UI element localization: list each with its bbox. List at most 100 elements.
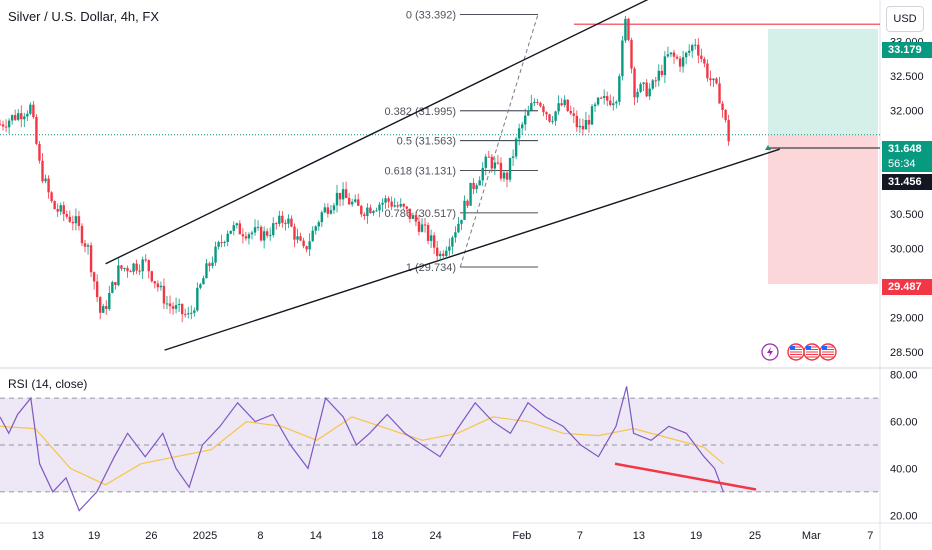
candle-body xyxy=(530,103,533,111)
candle-body xyxy=(411,215,415,219)
candle-body xyxy=(660,70,664,75)
candle-body xyxy=(439,253,442,257)
candle-body xyxy=(378,204,381,211)
candle-body xyxy=(205,263,208,279)
candle-body xyxy=(390,201,393,207)
candle-body xyxy=(694,44,697,46)
candle-body xyxy=(226,233,229,242)
candle-body xyxy=(156,283,160,288)
lightning-icon xyxy=(761,343,779,361)
candle-body xyxy=(68,216,72,222)
candle-body xyxy=(17,113,20,120)
candle-body xyxy=(363,214,366,216)
price-tick-label: 28.500 xyxy=(890,347,924,359)
rsi-tick-label: 60.00 xyxy=(890,417,918,429)
candle-body xyxy=(463,200,466,220)
candle-body xyxy=(478,180,481,186)
candle-body xyxy=(53,201,56,210)
candle-body xyxy=(281,215,284,223)
candle-body xyxy=(587,120,591,125)
candle-body xyxy=(1,124,5,127)
candle-body xyxy=(554,111,557,121)
candle-body xyxy=(168,303,172,307)
candle-body xyxy=(612,103,615,106)
fib-level-label: 0.618 (31.131) xyxy=(384,166,456,178)
time-tick-label: 14 xyxy=(310,530,322,542)
candle-body xyxy=(165,303,169,305)
candle-body xyxy=(235,223,239,226)
time-tick-label: Mar xyxy=(802,530,821,542)
candle-body xyxy=(408,208,412,219)
chart-title: Silver / U.S. Dollar, 4h, FX xyxy=(8,9,159,24)
candle-body xyxy=(272,223,275,236)
candle-body xyxy=(92,272,96,282)
candle-body xyxy=(80,225,84,244)
candle-body xyxy=(211,262,214,266)
candle-body xyxy=(496,162,500,164)
candle-body xyxy=(132,263,135,272)
candle-body xyxy=(220,242,223,244)
candle-body xyxy=(284,222,287,224)
candle-body xyxy=(581,125,585,130)
candle-body xyxy=(138,270,141,272)
time-tick-label: 25 xyxy=(749,530,761,542)
candle-body xyxy=(517,128,521,139)
divergence-line xyxy=(614,462,757,491)
candle-body xyxy=(372,211,375,214)
candle-body xyxy=(618,76,621,102)
candle-body xyxy=(666,54,670,57)
candle-body xyxy=(62,205,65,215)
candle-body xyxy=(487,156,490,158)
us-flag-icon xyxy=(787,343,805,361)
currency-selector[interactable]: USD xyxy=(886,6,924,32)
candle-body xyxy=(715,78,718,84)
rsi-tick-label: 80.00 xyxy=(890,370,918,382)
candle-body xyxy=(50,192,53,202)
candle-body xyxy=(615,101,618,104)
candle-body xyxy=(520,124,524,129)
candle-body xyxy=(229,230,232,234)
candle-body xyxy=(126,268,129,272)
candle-body xyxy=(539,102,542,107)
candle-body xyxy=(563,99,566,106)
candle-body xyxy=(669,52,673,55)
candle-body xyxy=(4,126,8,128)
candle-body xyxy=(627,18,630,40)
time-tick-label: 24 xyxy=(429,530,441,542)
candle-body xyxy=(202,278,205,285)
candle-body xyxy=(259,226,263,241)
candle-body xyxy=(396,205,399,207)
candle-body xyxy=(678,58,682,67)
candle-body xyxy=(338,192,342,200)
candle-body xyxy=(533,101,536,104)
price-tick-label: 30.000 xyxy=(890,244,924,256)
fib-level-label: 0.382 (31.995) xyxy=(384,106,456,118)
candle-body xyxy=(375,210,378,212)
candle-body xyxy=(98,297,102,313)
candle-body xyxy=(426,224,430,241)
candle-body xyxy=(105,306,108,310)
candle-body xyxy=(247,234,251,239)
candle-body xyxy=(102,306,105,313)
candle-body xyxy=(681,57,685,67)
candle-body xyxy=(718,83,721,104)
candle-body xyxy=(596,97,600,105)
candle-body xyxy=(460,219,463,224)
candle-body xyxy=(335,192,339,206)
candle-body xyxy=(86,245,90,247)
candle-body xyxy=(320,212,324,223)
candle-body xyxy=(584,120,588,130)
candle-body xyxy=(514,138,518,157)
candle-body xyxy=(466,200,469,206)
candle-body xyxy=(387,198,390,202)
time-tick-label: 2025 xyxy=(193,530,217,542)
candle-body xyxy=(311,230,314,242)
candle-body xyxy=(199,284,202,288)
candle-body xyxy=(472,182,475,190)
candle-body xyxy=(381,202,384,205)
candle-body xyxy=(278,215,281,224)
candle-body xyxy=(602,96,606,98)
current-price-tag: 31.648 xyxy=(882,141,932,157)
candle-body xyxy=(217,242,220,247)
